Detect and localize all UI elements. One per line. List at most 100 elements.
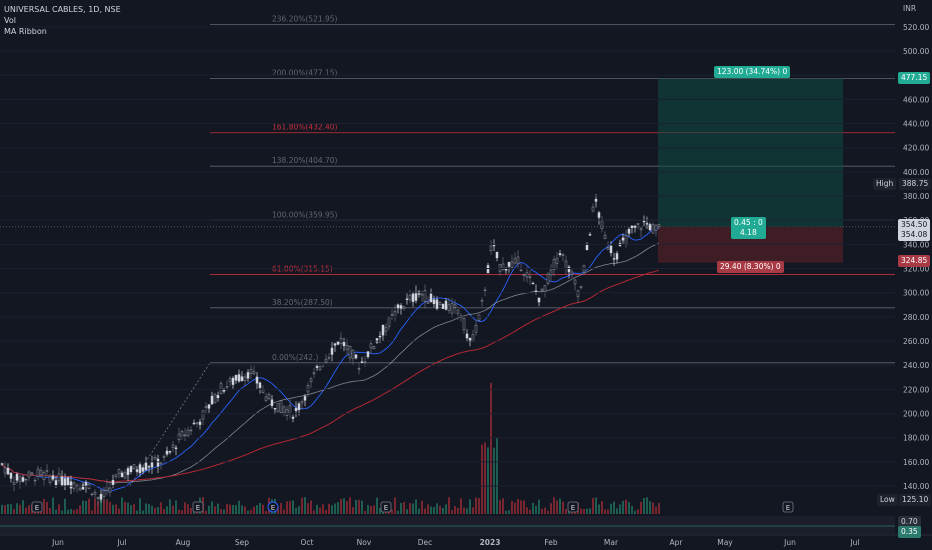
volume-bar [148, 504, 150, 514]
candle-body [396, 304, 400, 309]
volume-bar [484, 442, 486, 514]
candle-body [579, 285, 583, 288]
price-tick-label: 180.00 [903, 434, 929, 443]
candle-body [96, 497, 100, 499]
candle-body [15, 473, 19, 481]
volume-bar [121, 497, 123, 514]
volume-bar [496, 438, 498, 514]
candle-body [408, 295, 412, 301]
fib-label: 200.00%(477.15) [272, 69, 338, 78]
candle-body [612, 258, 616, 260]
volume-bar [286, 501, 288, 514]
volume-bar [631, 506, 633, 514]
earnings-marker[interactable]: E [782, 501, 794, 513]
target-zone[interactable] [658, 78, 843, 227]
volume-bar [160, 502, 162, 514]
target-label[interactable]: 123.00 (34.74%) 0 [714, 66, 791, 78]
volume-bar [361, 500, 363, 514]
candle-body [537, 297, 541, 303]
fib-label: 236.20%(521.95) [272, 15, 338, 24]
price-axis[interactable]: 520.00500.00480.00460.00440.00420.00400.… [0, 23, 929, 491]
volume-bar [478, 498, 480, 514]
volume-bar [211, 501, 213, 514]
risk-reward-label[interactable]: 0.45 : 0 4.18 [731, 217, 766, 239]
candle-body [525, 272, 529, 278]
volume-bar [649, 501, 651, 514]
candle-body [324, 358, 328, 363]
volume-bar [607, 509, 609, 514]
candle-body [63, 478, 67, 486]
candle-body [453, 304, 457, 308]
candle-body [549, 269, 553, 276]
volume-bar [376, 497, 378, 514]
candle-body [615, 253, 619, 260]
fib-trend-line[interactable] [129, 362, 211, 487]
event-badge [267, 501, 279, 513]
candle-body [0, 463, 4, 465]
candle-body [501, 263, 505, 270]
candle-body [111, 480, 115, 485]
volume-bar [541, 508, 543, 514]
candle-body [351, 349, 355, 360]
volume-bar [247, 510, 249, 514]
candle-body [300, 401, 304, 404]
candle-body [186, 429, 190, 437]
candle-body [291, 416, 295, 419]
long-position-tool[interactable] [658, 78, 843, 263]
volume-bar [49, 507, 51, 514]
volume-bar [64, 498, 66, 514]
candle-body [357, 368, 361, 370]
dividend-marker[interactable]: E [267, 501, 279, 513]
volume-bar [535, 505, 537, 514]
volume-bar [508, 510, 510, 514]
volume-bar [301, 497, 303, 514]
volume-bar [28, 505, 30, 514]
volume-bar [499, 500, 501, 514]
candle-body [375, 338, 379, 343]
earnings-marker[interactable]: E [31, 501, 43, 513]
candle-body [27, 471, 31, 478]
candle-body [438, 302, 442, 305]
earnings-marker[interactable]: E [567, 501, 579, 513]
ma-ribbon-legend[interactable]: MA Ribbon [4, 27, 47, 36]
candle-body [330, 347, 334, 355]
earnings-marker[interactable]: E [192, 501, 204, 513]
candle-body [384, 327, 388, 332]
candle-body [633, 225, 637, 228]
volume-bar [220, 508, 222, 514]
volume-bar [127, 502, 129, 514]
volume-bar [109, 501, 111, 514]
candle-body [117, 469, 121, 474]
candle-body [243, 376, 247, 381]
volume-bar [400, 503, 402, 514]
candle-body [69, 481, 73, 489]
volume-bar [322, 504, 324, 514]
volume-bar [640, 501, 642, 514]
volume-bar [403, 502, 405, 514]
candle-body [216, 395, 220, 399]
volume-legend[interactable]: Vol [4, 16, 16, 25]
price-tick-label: 420.00 [903, 144, 929, 153]
candle-body [507, 261, 511, 267]
price-tick-label: 400.00 [903, 168, 929, 177]
candle-body [624, 234, 628, 245]
candle-body [591, 206, 595, 212]
symbol-title[interactable]: UNIVERSAL CABLES, 1D, NSE [4, 5, 121, 14]
candle-body [105, 486, 109, 491]
volume-bar [88, 498, 90, 514]
price-tick-label: 460.00 [903, 95, 929, 104]
price-tick-label: 140.00 [903, 482, 929, 491]
candle-body [570, 271, 574, 275]
volume-bar [613, 501, 615, 514]
volume-bar [22, 500, 24, 514]
earnings-marker[interactable]: E [380, 501, 392, 513]
candle-body [138, 464, 142, 474]
volume-bar [154, 508, 156, 514]
volume-bar [439, 505, 441, 514]
volume-bar [67, 509, 69, 514]
time-axis[interactable]: Jun Jul Aug Sep Oct Nov Dec 2023 Feb Mar Apr May Jun… [0, 534, 932, 547]
stop-label[interactable]: 29.40 (8.30%) 0 [717, 261, 784, 273]
volume-bar [592, 497, 594, 514]
